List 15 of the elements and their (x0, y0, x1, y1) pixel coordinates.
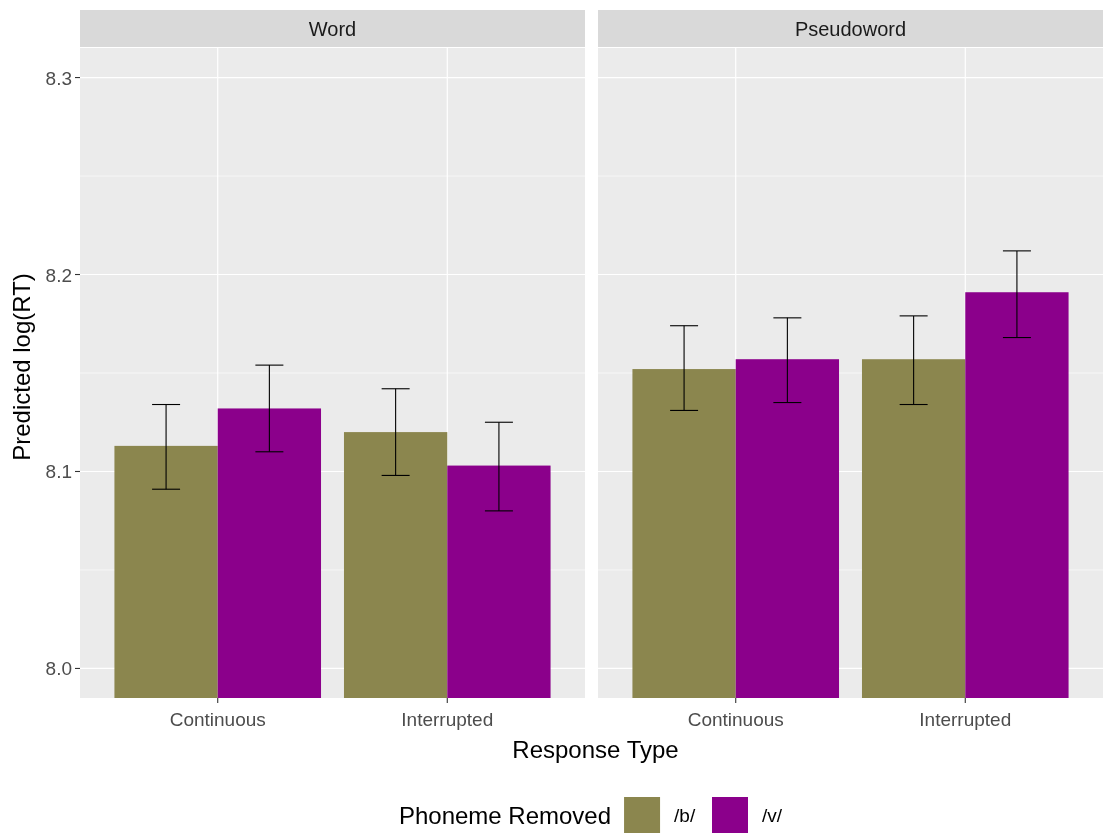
y-axis-title: Predicted log(RT) (8, 273, 35, 461)
legend-title: Phoneme Removed (398, 802, 612, 829)
x-axis-title: Response Type (512, 736, 679, 763)
y-tick-label: 8.2 (45, 264, 72, 286)
x-tick-label: Continuous (169, 709, 266, 730)
x-tick-label: Continuous (687, 709, 784, 730)
chart-title: Word (308, 18, 357, 40)
y-tick-label: 8.0 (45, 658, 72, 680)
legend-label: /b/ (674, 805, 696, 826)
y-tick-label: 8.3 (45, 67, 72, 89)
x-tick-label: Interrupted (401, 709, 494, 730)
x-tick-label: Interrupted (919, 709, 1012, 730)
legend-label: /v/ (762, 805, 783, 826)
y-tick-label: 8.1 (45, 461, 72, 483)
chart-title: Pseudoword (794, 18, 907, 40)
